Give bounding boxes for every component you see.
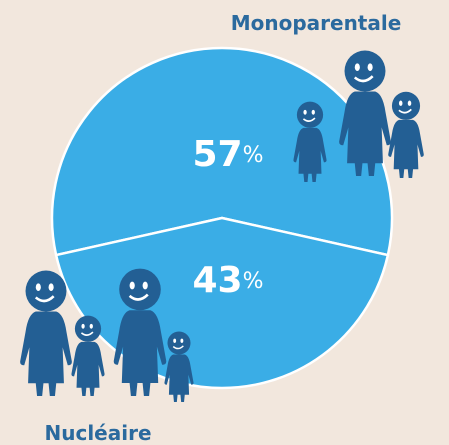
chart: 57%43% Monoparentale Nucléaire [0, 0, 449, 445]
pie: 57%43% [52, 48, 392, 388]
parent-icon [20, 271, 72, 396]
child-icon [388, 92, 424, 178]
category-label: Monoparentale [231, 11, 402, 35]
child-icon [164, 331, 193, 402]
child-icon [71, 316, 104, 396]
page: {"chart_data": {"type": "pie", "categori… [0, 0, 449, 445]
pie-slice [56, 218, 388, 388]
family-icon-single [293, 51, 423, 182]
category-label: Nucléaire [44, 421, 151, 445]
